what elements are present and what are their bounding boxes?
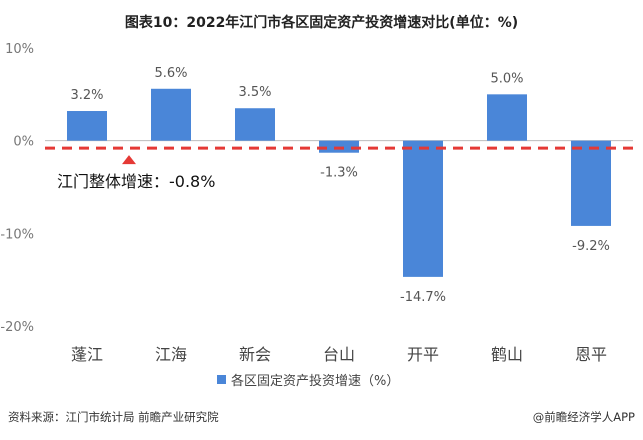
source-note: 资料来源：江门市统计局 前瞻产业研究院: [8, 410, 219, 424]
bars: [67, 88, 611, 277]
legend-label: 各区固定资产投资增速（%）: [231, 373, 399, 389]
data-labels: 3.2% 5.6% 3.5% -1.3% -14.7% 5.0% -9.2%: [70, 66, 609, 305]
category-label: 新会: [239, 345, 271, 364]
bar: [403, 140, 443, 277]
bar: [487, 94, 527, 141]
bar: [235, 108, 275, 141]
data-label: -14.7%: [400, 290, 446, 305]
category-label: 开平: [407, 345, 439, 364]
category-labels: 蓬江 江海 新会 台山 开平 鹤山 恩平: [71, 345, 607, 364]
data-label: 5.6%: [154, 66, 187, 81]
data-label: 3.2%: [70, 88, 103, 103]
y-tick-label: 10%: [5, 42, 34, 57]
y-axis-ticks: 10% 0% -10% -20%: [0, 42, 34, 335]
y-tick-label: 0%: [13, 135, 34, 150]
y-tick-label: -10%: [0, 227, 34, 242]
reference-line-label: 江门整体增速：-0.8%: [57, 172, 215, 191]
bar: [67, 111, 107, 141]
y-tick-label: -20%: [0, 320, 34, 335]
chart-title: 图表10：2022年江门市各区固定资产投资增速对比(单位：%): [124, 15, 519, 31]
data-label: 5.0%: [490, 71, 523, 86]
category-label: 鹤山: [491, 345, 523, 364]
data-label: 3.5%: [238, 85, 271, 100]
reference-marker-triangle: [122, 155, 136, 165]
category-label: 江海: [155, 345, 187, 364]
data-label: -1.3%: [320, 166, 358, 181]
bar: [151, 88, 191, 141]
category-label: 蓬江: [71, 345, 103, 364]
category-label: 恩平: [575, 345, 607, 364]
bar: [571, 140, 611, 226]
brand-credit: @前瞻经济学人APP: [532, 410, 635, 424]
category-label: 台山: [323, 345, 355, 364]
data-label: -9.2%: [572, 239, 610, 254]
legend-swatch: [217, 375, 226, 384]
